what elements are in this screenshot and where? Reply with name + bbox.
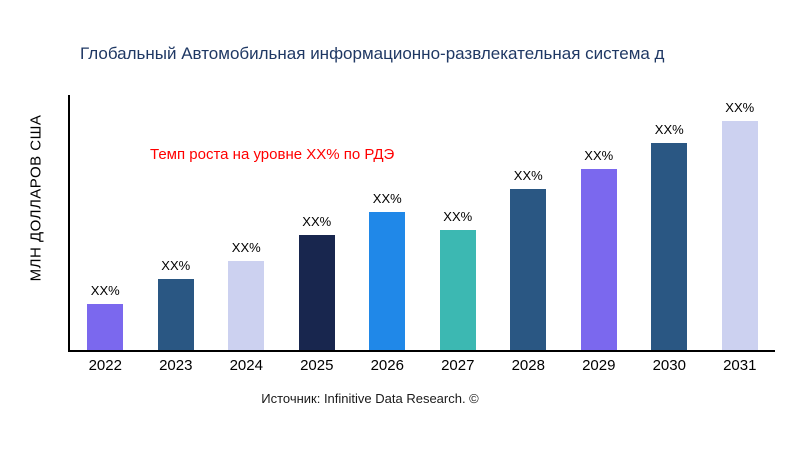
bar-value-label: XX% (443, 209, 473, 225)
x-tick-label: 2025 (300, 357, 334, 374)
bar (651, 143, 688, 350)
x-tick-label: 2031 (723, 357, 757, 374)
x-axis-tick-labels: 2022 2023 2024 2025 2026 2027 2028 2029 2030 2031 (70, 357, 775, 374)
x-tick-label: 2024 (229, 357, 263, 374)
bar-column: XX% (141, 95, 212, 350)
bar-value-label: XX% (90, 283, 120, 299)
bar-value-label: XX% (513, 168, 543, 184)
x-tick-label: 2028 (511, 357, 545, 374)
bar-column: XX% (352, 95, 423, 350)
bar-value-label: XX% (161, 257, 191, 273)
bar (87, 304, 124, 350)
bar-value-label: XX% (231, 239, 261, 255)
bar-column: XX% (211, 95, 282, 350)
x-axis-line (68, 350, 775, 352)
bar-column: XX% (493, 95, 564, 350)
bar-value-label: XX% (372, 191, 402, 207)
bar-column: XX% (705, 95, 776, 350)
bar-value-label: XX% (302, 214, 332, 230)
bar (369, 212, 406, 350)
x-tick-label: 2026 (370, 357, 404, 374)
bar-value-label: XX% (654, 122, 684, 138)
y-axis-line (68, 95, 70, 350)
x-tick-label: 2030 (652, 357, 686, 374)
bar (298, 235, 335, 350)
bar (439, 230, 476, 350)
bar (228, 260, 265, 350)
bar-column: XX% (70, 95, 141, 350)
bar-value-label: XX% (584, 147, 614, 163)
x-tick-label: 2029 (582, 357, 616, 374)
bar (157, 278, 194, 350)
growth-rate-annotation: Темп роста на уровне XX% по РДЭ (150, 146, 395, 163)
source-text: Источник: Infinitive Data Research. © (261, 391, 479, 406)
x-tick-label: 2022 (88, 357, 122, 374)
bar-column: XX% (564, 95, 635, 350)
bar-value-label: XX% (725, 99, 755, 115)
bar-column: XX% (423, 95, 494, 350)
x-tick-label: 2023 (159, 357, 193, 374)
x-tick-label: 2027 (441, 357, 475, 374)
chart-title: Глобальный Автомобильная информационно-р… (80, 44, 665, 63)
y-axis-label: МЛН ДОЛЛАРОВ США (27, 114, 45, 282)
bar-column: XX% (282, 95, 353, 350)
bar (721, 120, 758, 350)
bar (510, 189, 547, 350)
bars-container: XX% XX% XX% XX% XX% XX% XX% XX% XX% XX% (70, 95, 775, 350)
bar-column: XX% (634, 95, 705, 350)
bar (580, 168, 617, 350)
